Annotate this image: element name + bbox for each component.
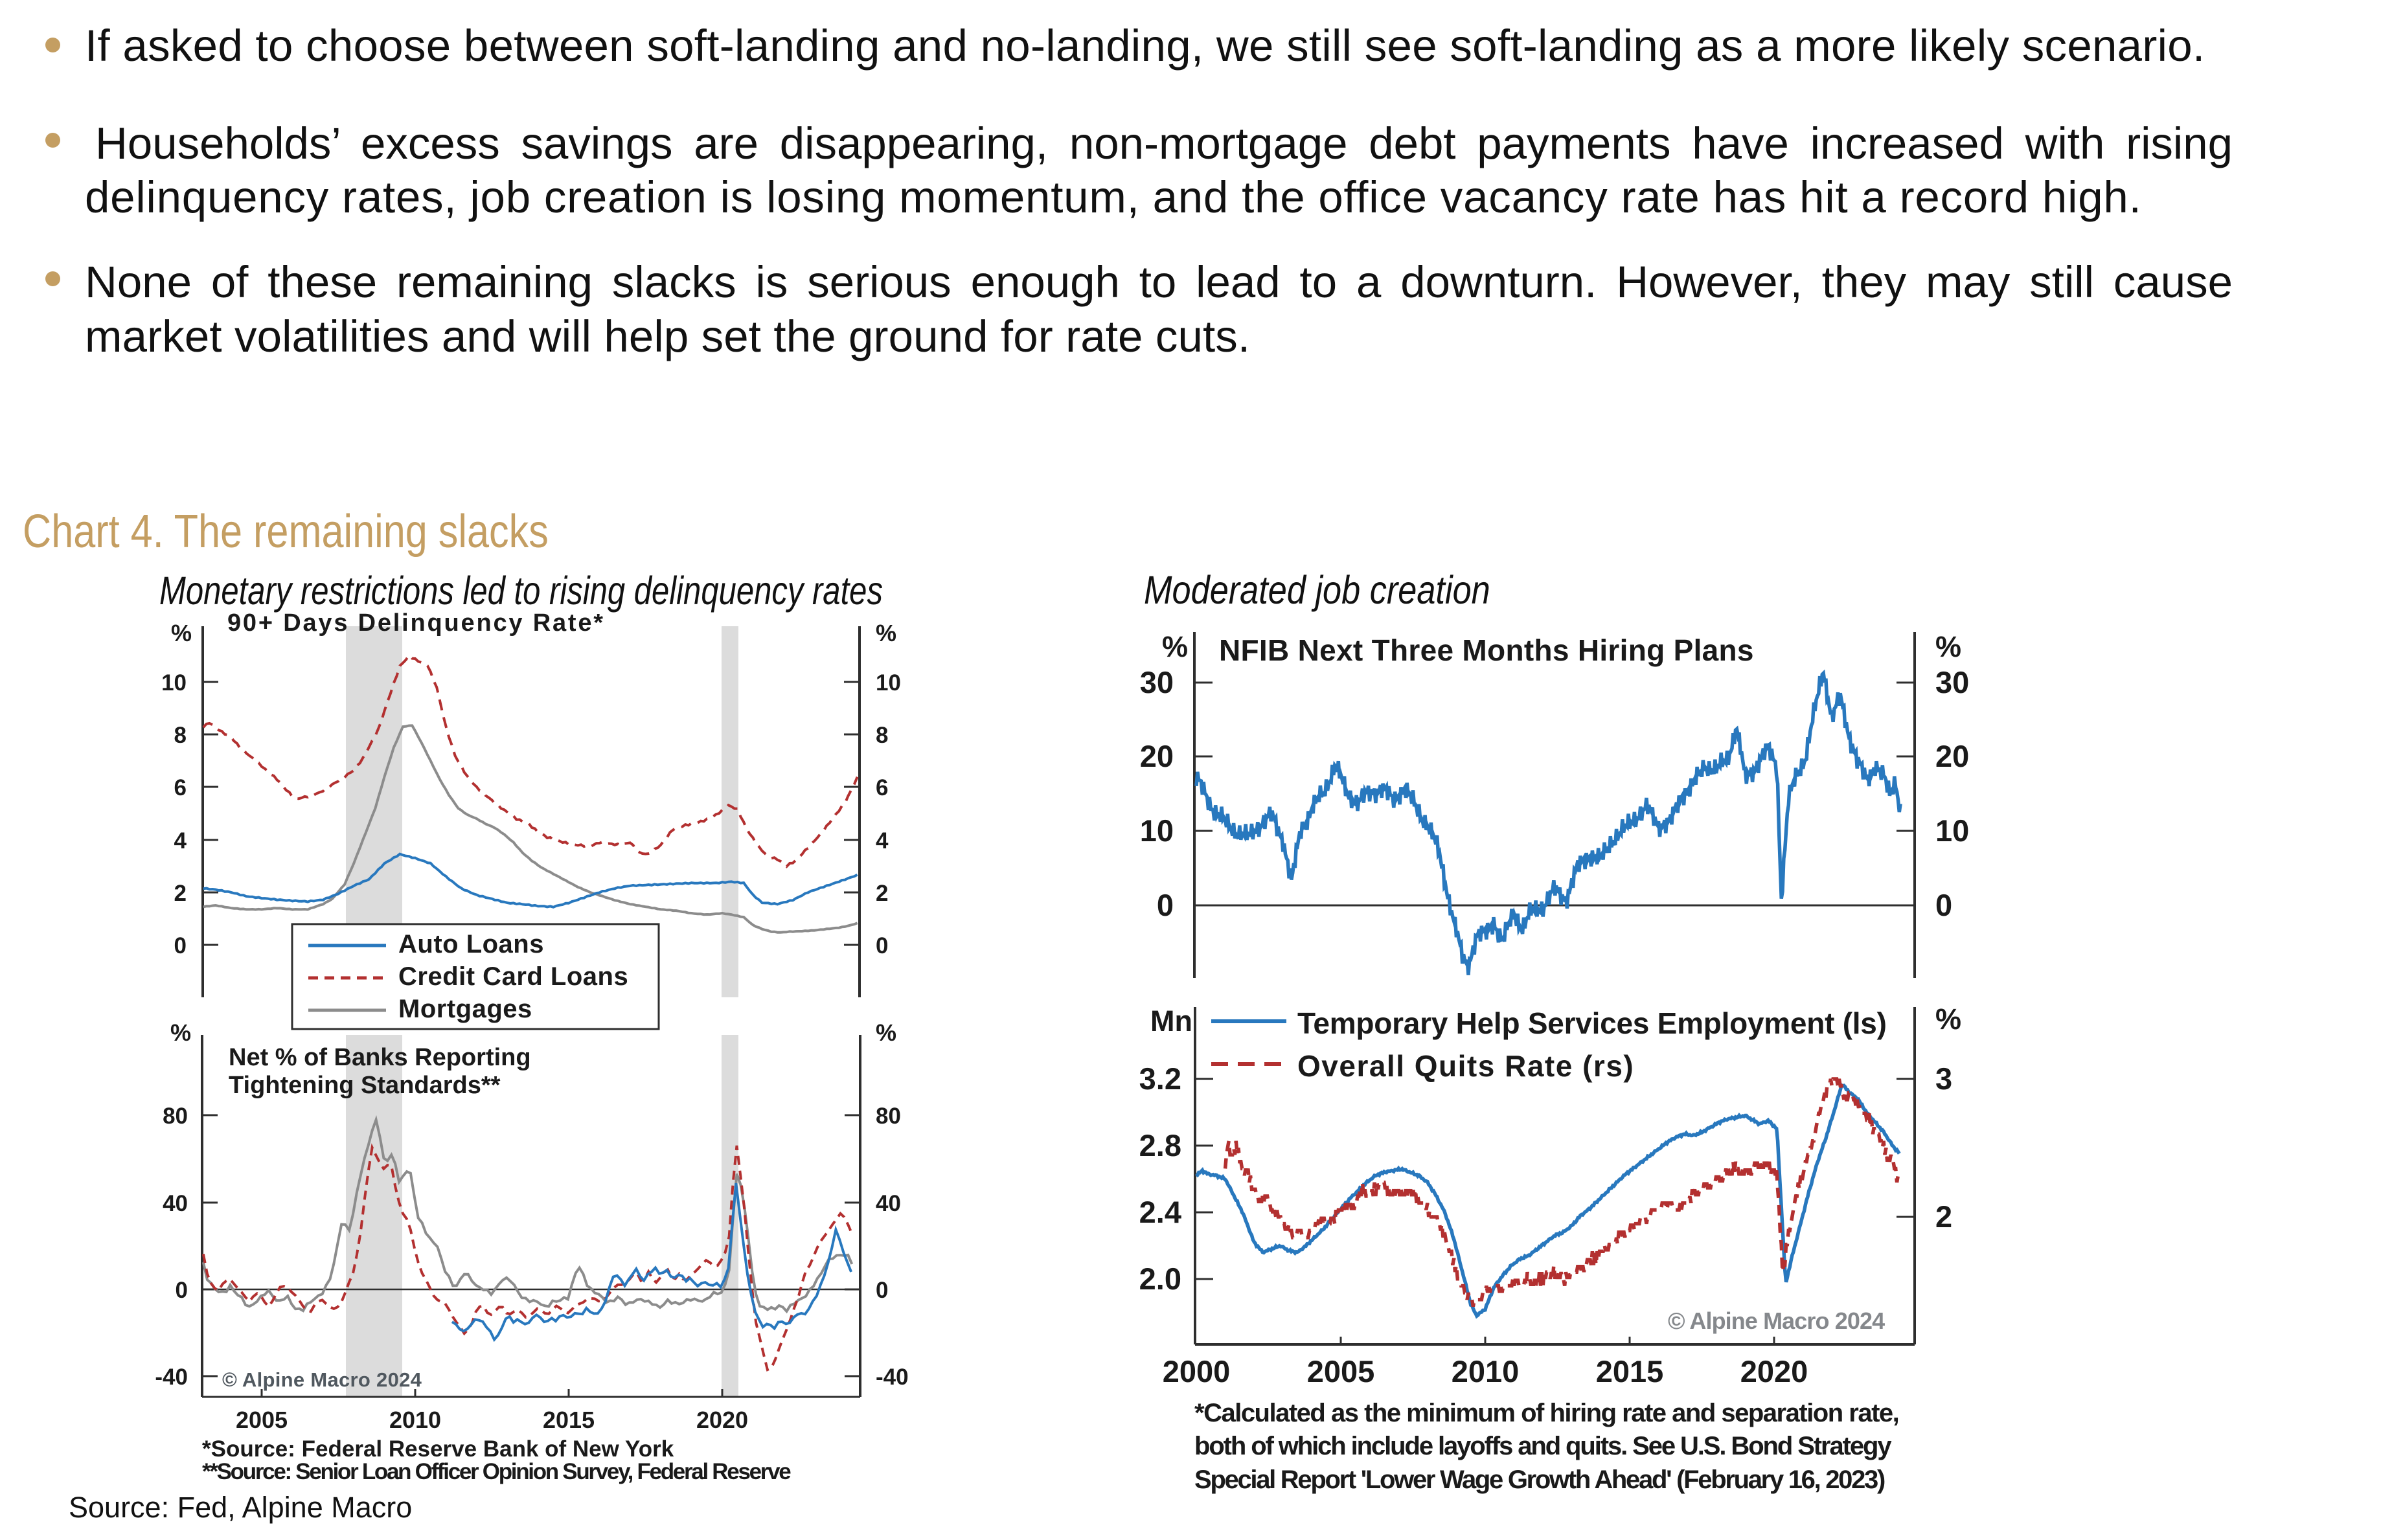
svg-text:20: 20 bbox=[1140, 739, 1174, 773]
svg-text:%: % bbox=[876, 620, 896, 646]
svg-text:%: % bbox=[1935, 630, 1961, 663]
svg-text:2010: 2010 bbox=[389, 1407, 441, 1433]
svg-text:40: 40 bbox=[163, 1191, 188, 1216]
svg-text:2: 2 bbox=[1935, 1199, 1952, 1234]
svg-text:8: 8 bbox=[174, 723, 187, 748]
svg-text:2015: 2015 bbox=[1596, 1354, 1664, 1388]
svg-text:2: 2 bbox=[174, 881, 187, 906]
svg-text:-40: -40 bbox=[876, 1364, 909, 1390]
svg-text:Auto Loans: Auto Loans bbox=[398, 930, 544, 958]
svg-text:both of which include layoffs: both of which include layoffs and quits.… bbox=[1194, 1432, 1892, 1460]
svg-text:Special Report 'Lower Wage Gro: Special Report 'Lower Wage Growth Ahead'… bbox=[1194, 1466, 1885, 1494]
svg-text:Temporary Help Services Employ: Temporary Help Services Employment (ls) bbox=[1297, 1006, 1887, 1040]
svg-text:2010: 2010 bbox=[1452, 1354, 1520, 1388]
svg-text:80: 80 bbox=[876, 1104, 901, 1129]
svg-text:10: 10 bbox=[876, 670, 901, 696]
svg-text:30: 30 bbox=[1140, 665, 1174, 699]
svg-text:%: % bbox=[170, 1019, 191, 1046]
svg-text:NFIB Next Three Months Hiring: NFIB Next Three Months Hiring Plans bbox=[1219, 633, 1754, 667]
svg-text:0: 0 bbox=[876, 933, 888, 958]
svg-text:*Source: Federal Reserve Bank: *Source: Federal Reserve Bank of New Yor… bbox=[202, 1436, 674, 1462]
svg-text:10: 10 bbox=[161, 670, 187, 696]
svg-text:2: 2 bbox=[876, 881, 888, 906]
svg-text:2020: 2020 bbox=[696, 1407, 748, 1433]
svg-text:10: 10 bbox=[1140, 813, 1174, 848]
svg-text:%: % bbox=[1162, 630, 1188, 663]
svg-text:30: 30 bbox=[1935, 665, 1969, 699]
svg-text:%: % bbox=[1935, 1002, 1961, 1036]
svg-text:2.4: 2.4 bbox=[1139, 1195, 1181, 1229]
svg-text:2000: 2000 bbox=[1163, 1354, 1231, 1388]
svg-text:2020: 2020 bbox=[1740, 1354, 1808, 1388]
svg-text:3: 3 bbox=[1935, 1061, 1952, 1096]
svg-text:Credit Card Loans: Credit Card Loans bbox=[398, 962, 628, 991]
svg-text:© Alpine Macro 2024: © Alpine Macro 2024 bbox=[222, 1368, 422, 1391]
svg-text:4: 4 bbox=[876, 828, 889, 854]
svg-text:0: 0 bbox=[174, 933, 187, 958]
svg-text:90+ Days Delinquency Rate*: 90+ Days Delinquency Rate* bbox=[227, 609, 605, 637]
svg-text:Net % of Banks Reporting: Net % of Banks Reporting bbox=[229, 1044, 531, 1071]
svg-text:© Alpine Macro 2024: © Alpine Macro 2024 bbox=[1668, 1308, 1885, 1334]
svg-text:40: 40 bbox=[876, 1191, 901, 1216]
svg-text:4: 4 bbox=[174, 828, 187, 854]
svg-text:Tightening Standards**: Tightening Standards** bbox=[229, 1072, 501, 1099]
svg-text:3.2: 3.2 bbox=[1139, 1061, 1181, 1096]
svg-text:2.0: 2.0 bbox=[1139, 1262, 1181, 1296]
svg-text:2005: 2005 bbox=[236, 1407, 288, 1433]
svg-text:8: 8 bbox=[876, 723, 888, 748]
svg-text:20: 20 bbox=[1935, 739, 1969, 773]
svg-text:0: 0 bbox=[176, 1278, 188, 1303]
svg-text:6: 6 bbox=[876, 775, 888, 800]
svg-text:80: 80 bbox=[163, 1104, 188, 1129]
svg-text:0: 0 bbox=[876, 1278, 888, 1303]
svg-text:%: % bbox=[876, 1019, 896, 1046]
svg-text:-40: -40 bbox=[155, 1364, 188, 1390]
svg-text:2005: 2005 bbox=[1307, 1354, 1375, 1388]
svg-text:*Calculated as the minimum of: *Calculated as the minimum of hiring rat… bbox=[1194, 1399, 1898, 1427]
svg-text:6: 6 bbox=[174, 775, 187, 800]
svg-text:0: 0 bbox=[1935, 888, 1952, 922]
svg-text:Mortgages: Mortgages bbox=[398, 995, 532, 1023]
svg-text:2.8: 2.8 bbox=[1139, 1128, 1181, 1162]
svg-text:0: 0 bbox=[1157, 888, 1174, 922]
svg-text:10: 10 bbox=[1935, 813, 1969, 848]
svg-text:2015: 2015 bbox=[543, 1407, 595, 1433]
svg-text:Mn: Mn bbox=[1150, 1004, 1192, 1037]
svg-text:Overall Quits Rate (rs): Overall Quits Rate (rs) bbox=[1297, 1049, 1634, 1083]
svg-text:**Source: Senior Loan Officer: **Source: Senior Loan Officer Opinion Su… bbox=[202, 1459, 791, 1484]
svg-text:%: % bbox=[171, 620, 192, 646]
